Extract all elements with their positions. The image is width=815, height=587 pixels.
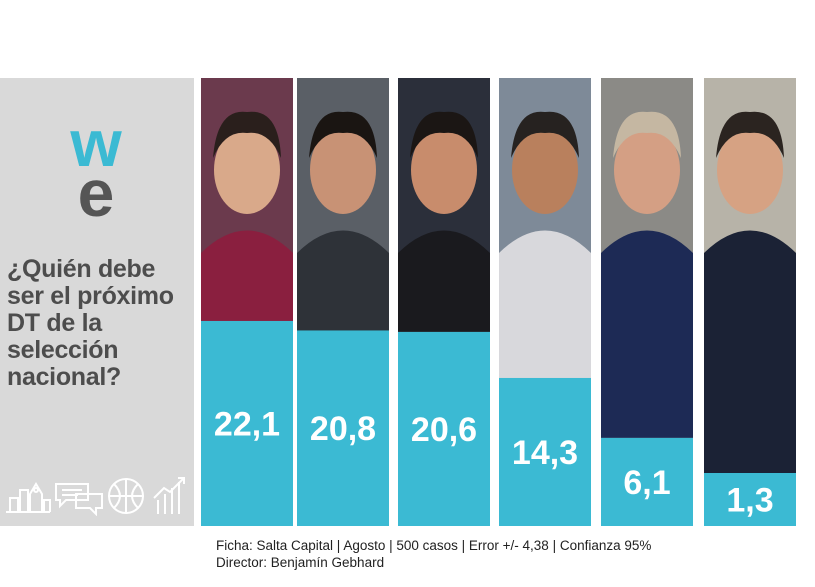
- bar-value-label-5: 6,1: [623, 464, 670, 502]
- bar-2: [297, 330, 389, 526]
- bar-1: [201, 320, 293, 526]
- left-panel: w e ¿Quién debe ser el próximo DT de la …: [0, 78, 194, 526]
- bar-value-label-6: 1,3: [726, 481, 773, 519]
- photo-hair-1: [213, 111, 281, 158]
- photo-shirt-3: [398, 230, 490, 332]
- bar-6: [704, 472, 796, 526]
- question-text: ¿Quién debe ser el próximo DT de la sele…: [7, 255, 174, 391]
- photo-hair-4: [511, 111, 579, 158]
- photo-shirt-6: [704, 230, 796, 473]
- photo-shirt-2: [297, 230, 389, 331]
- footer-line-2: Director: Benjamín Gebhard: [216, 555, 385, 570]
- photo-face-5: [614, 126, 680, 214]
- photo-hair-6: [716, 111, 784, 158]
- photo-shirt-5: [601, 230, 693, 438]
- photo-face-6: [717, 126, 783, 214]
- photo-face-1: [214, 126, 280, 214]
- logo-w: w: [69, 118, 122, 180]
- bar-value-label-3: 20,6: [411, 411, 477, 449]
- icon-row: [6, 477, 185, 516]
- chat-icon: [55, 483, 103, 516]
- ball-icon: [108, 478, 144, 514]
- bar-4: [499, 377, 591, 526]
- photo-face-4: [512, 126, 578, 214]
- city-icon: [6, 482, 51, 513]
- bar-value-label-2: 20,8: [310, 410, 376, 448]
- footer-line-1: Ficha: Salta Capital | Agosto | 500 caso…: [216, 538, 652, 553]
- logo-e: e: [78, 156, 115, 218]
- photo-hair-5: [613, 111, 681, 158]
- growth-chart-icon: [153, 477, 185, 514]
- photo-face-3: [411, 126, 477, 214]
- footer: Ficha: Salta Capital | Agosto | 500 caso…: [216, 537, 651, 571]
- bar-3: [398, 331, 490, 526]
- photo-hair-2: [309, 111, 377, 158]
- photo-hair-3: [410, 111, 478, 158]
- brand-logo: w e: [69, 118, 122, 218]
- bar-value-label-1: 22,1: [214, 405, 280, 443]
- photo-face-2: [310, 126, 376, 214]
- photo-shirt-1: [201, 230, 293, 321]
- bar-value-label-4: 14,3: [512, 434, 578, 472]
- photo-shirt-4: [499, 230, 591, 378]
- bar-5: [601, 437, 693, 526]
